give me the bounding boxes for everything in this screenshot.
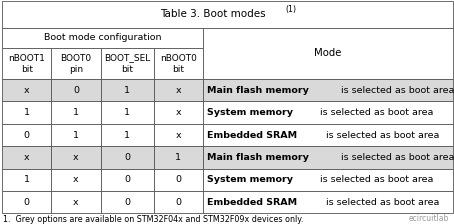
Bar <box>154 124 203 146</box>
Text: Main flash memory: Main flash memory <box>207 153 308 162</box>
Text: nBOOT0
bit: nBOOT0 bit <box>160 54 197 74</box>
Text: 1: 1 <box>124 131 130 140</box>
Text: x: x <box>176 131 181 140</box>
Bar <box>154 48 203 79</box>
Text: x: x <box>176 86 181 95</box>
Text: x: x <box>24 153 30 162</box>
Bar <box>2 191 51 213</box>
Bar <box>203 124 453 146</box>
Text: BOOT0
pin: BOOT0 pin <box>60 54 92 74</box>
Bar <box>100 169 154 191</box>
Text: 0: 0 <box>124 153 130 162</box>
Bar <box>100 48 154 79</box>
Bar <box>51 79 100 101</box>
Text: ecircuitlab: ecircuitlab <box>408 214 449 224</box>
Bar <box>2 146 51 169</box>
Bar <box>2 79 51 101</box>
Text: 0: 0 <box>124 175 130 184</box>
Bar <box>203 28 453 79</box>
Bar <box>2 1 453 28</box>
Text: 0: 0 <box>24 198 30 207</box>
Text: 1: 1 <box>73 131 79 140</box>
Bar <box>100 191 154 213</box>
Text: (1): (1) <box>285 5 296 14</box>
Bar <box>51 169 100 191</box>
Bar <box>203 79 453 101</box>
Text: Main flash memory: Main flash memory <box>207 86 308 95</box>
Bar <box>51 124 100 146</box>
Bar <box>51 191 100 213</box>
Text: 1.  Grey options are available on STM32F04x and STM32F09x devices only.: 1. Grey options are available on STM32F0… <box>3 215 304 224</box>
Bar <box>100 79 154 101</box>
Text: Embedded SRAM: Embedded SRAM <box>207 198 296 207</box>
Text: 1: 1 <box>175 153 181 162</box>
Text: 1: 1 <box>124 108 130 117</box>
Text: is selected as boot area: is selected as boot area <box>317 175 434 184</box>
Text: 0: 0 <box>175 175 181 184</box>
Text: is selected as boot area: is selected as boot area <box>317 108 434 117</box>
Text: 1: 1 <box>73 108 79 117</box>
Bar <box>154 79 203 101</box>
Bar <box>100 124 154 146</box>
Text: Table 3. Boot modes: Table 3. Boot modes <box>160 9 268 19</box>
Text: is selected as boot area: is selected as boot area <box>338 153 454 162</box>
Bar <box>154 146 203 169</box>
Bar <box>2 101 51 124</box>
Bar <box>2 124 51 146</box>
Bar <box>51 101 100 124</box>
Bar <box>203 191 453 213</box>
Bar <box>51 48 100 79</box>
Text: System memory: System memory <box>207 108 292 117</box>
Text: 0: 0 <box>24 131 30 140</box>
Text: 0: 0 <box>124 198 130 207</box>
Bar <box>2 48 51 79</box>
Text: nBOOT1
bit: nBOOT1 bit <box>9 54 45 74</box>
Text: x: x <box>73 153 79 162</box>
Bar <box>100 101 154 124</box>
Text: x: x <box>73 175 79 184</box>
Bar <box>203 146 453 169</box>
Bar <box>203 101 453 124</box>
Bar <box>154 169 203 191</box>
Text: 1: 1 <box>124 86 130 95</box>
Text: is selected as boot area: is selected as boot area <box>323 198 439 207</box>
Text: Boot mode configuration: Boot mode configuration <box>44 33 161 42</box>
Text: Embedded SRAM: Embedded SRAM <box>207 131 296 140</box>
Text: x: x <box>73 198 79 207</box>
Text: x: x <box>24 86 30 95</box>
Text: Mode: Mode <box>314 48 342 58</box>
Text: BOOT_SEL
bit: BOOT_SEL bit <box>104 54 150 74</box>
Text: 0: 0 <box>73 86 79 95</box>
Bar <box>100 146 154 169</box>
Bar <box>2 28 203 48</box>
Bar <box>203 169 453 191</box>
Text: 1: 1 <box>24 175 30 184</box>
Text: x: x <box>176 108 181 117</box>
Text: 0: 0 <box>175 198 181 207</box>
Text: is selected as boot area: is selected as boot area <box>338 86 454 95</box>
Bar <box>154 191 203 213</box>
Text: System memory: System memory <box>207 175 292 184</box>
Text: 1: 1 <box>24 108 30 117</box>
Bar <box>2 169 51 191</box>
Bar <box>154 101 203 124</box>
Text: is selected as boot area: is selected as boot area <box>323 131 439 140</box>
Bar <box>51 146 100 169</box>
